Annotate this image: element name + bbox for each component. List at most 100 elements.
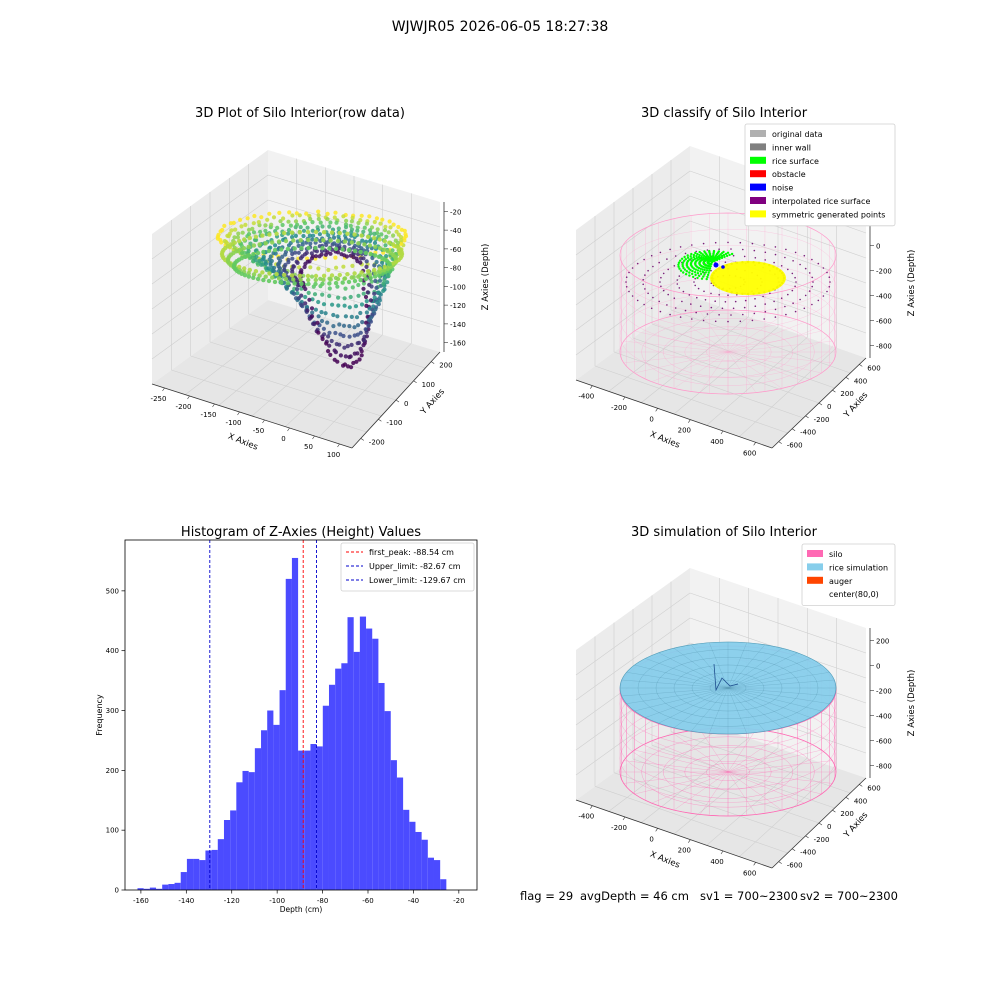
p1-data-point [316, 330, 321, 335]
p2-symmetric-point [717, 286, 721, 289]
p4-floor-spoke [727, 771, 783, 811]
p2-interp-point [742, 248, 744, 251]
p1-data-point [293, 250, 298, 255]
p1-ring-point [368, 275, 373, 280]
p1-data-point [372, 240, 378, 246]
p2-x-tick [622, 396, 626, 401]
p1-data-point [350, 285, 355, 290]
histogram-bar [421, 839, 428, 890]
p1-data-point [360, 320, 365, 325]
p1-ring-point [279, 247, 284, 252]
p1-ring-point [313, 237, 318, 243]
p2-interp-point [625, 286, 628, 288]
p1-data-point [316, 266, 321, 271]
p2-symmetric-point [710, 276, 714, 280]
p4-rice-mesh-spoke [658, 687, 729, 724]
p1-ring-point [329, 230, 335, 235]
p1-data-point [332, 215, 337, 220]
p2-interp-point [636, 262, 639, 265]
p1-data-point [376, 290, 381, 295]
p1-ring-point [313, 277, 318, 283]
p2-y-tick [805, 415, 809, 419]
p1-data-point [333, 330, 338, 336]
p1-data-point [308, 241, 313, 246]
p1-data-point [364, 303, 369, 308]
p1-ring-point [292, 246, 297, 251]
histogram-bar [415, 831, 422, 890]
p4-rice-mesh-spoke [727, 687, 811, 718]
p1-data-point [216, 232, 221, 237]
p4-x-tick [688, 839, 691, 843]
p1-data-point [361, 281, 366, 286]
p1-data-point [294, 259, 299, 264]
p2-interp-point [763, 244, 765, 246]
p1-data-point [375, 300, 380, 305]
p2-rice-point [689, 268, 692, 272]
p1-y-tick-label: 0 [404, 400, 408, 408]
p1-ring-point [247, 235, 252, 241]
p1-ring-point [337, 230, 342, 236]
p2-y-tick-label: 200 [840, 390, 853, 398]
histogram-bar [396, 777, 404, 890]
p2-symmetric-point [778, 269, 782, 272]
p1-x-tick [312, 435, 315, 440]
p1-ring-point [393, 256, 398, 261]
p4-y-tick [818, 822, 823, 826]
p2-rice-point [677, 263, 680, 266]
panel-simulation-title: 3D simulation of Silo Interior [631, 525, 818, 540]
p2-interp-point [742, 313, 744, 316]
p1-data-point [399, 238, 404, 243]
p2-rice-point [688, 271, 691, 274]
histogram-y-tick-label: 400 [106, 647, 119, 655]
p1-data-point [298, 225, 303, 230]
histogram-bar [353, 651, 360, 890]
p1-data-point [307, 259, 312, 264]
p1-data-point [357, 357, 362, 362]
p1-data-point [381, 288, 386, 293]
p2-rice-point [678, 267, 681, 270]
p2-interp-point [697, 287, 700, 290]
p2-interp-point [811, 276, 813, 279]
p1-ring-point [251, 272, 257, 277]
histogram-bar [180, 872, 187, 890]
p1-data-point [236, 231, 241, 236]
p1-x-tick [162, 387, 165, 392]
p2-interp-point [791, 272, 794, 275]
p1-data-point [364, 264, 369, 269]
histogram-x-tick-label: -100 [269, 897, 285, 905]
p1-ring-point [358, 249, 363, 255]
p1-ring-point [285, 246, 291, 252]
p2-rice-point [685, 270, 688, 273]
p2-rice-point [722, 250, 725, 254]
p1-data-point [363, 294, 369, 300]
p1-data-point [358, 346, 363, 351]
p2-rice-point [702, 275, 705, 278]
p2-interp-point [679, 316, 682, 318]
p1-data-point [374, 259, 379, 265]
p2-interp-point [667, 293, 669, 296]
p4-y-tick [805, 835, 809, 839]
p2-interp-point [803, 307, 806, 310]
p2-interp-point [724, 301, 727, 303]
p1-data-point [305, 225, 310, 230]
p1-ring-point [345, 272, 350, 277]
p1-ring-point [352, 248, 358, 254]
p2-interp-point [658, 300, 660, 303]
p4-rice-mesh-spoke [727, 644, 766, 689]
p2-x-tick [753, 442, 756, 446]
p4-rice-mesh-spoke [727, 687, 798, 724]
p2-interp-point [794, 285, 796, 288]
histogram-bar [199, 860, 206, 890]
p2-grid-wall-left-h [575, 170, 691, 256]
p2-floor-spoke [623, 351, 729, 364]
p2-interp-point [791, 289, 794, 292]
p2-rice-point [682, 266, 685, 270]
p2-rice-point [708, 249, 711, 253]
histogram-frame [124, 539, 478, 891]
panel-histogram: Histogram of Z-Axies (Height) Values -16… [95, 525, 478, 914]
p2-rice-point [692, 255, 695, 259]
p4-floor-spoke [623, 771, 729, 784]
p1-data-point [335, 284, 340, 289]
p2-symmetric-point [757, 261, 761, 264]
p2-interp-point [699, 305, 702, 308]
